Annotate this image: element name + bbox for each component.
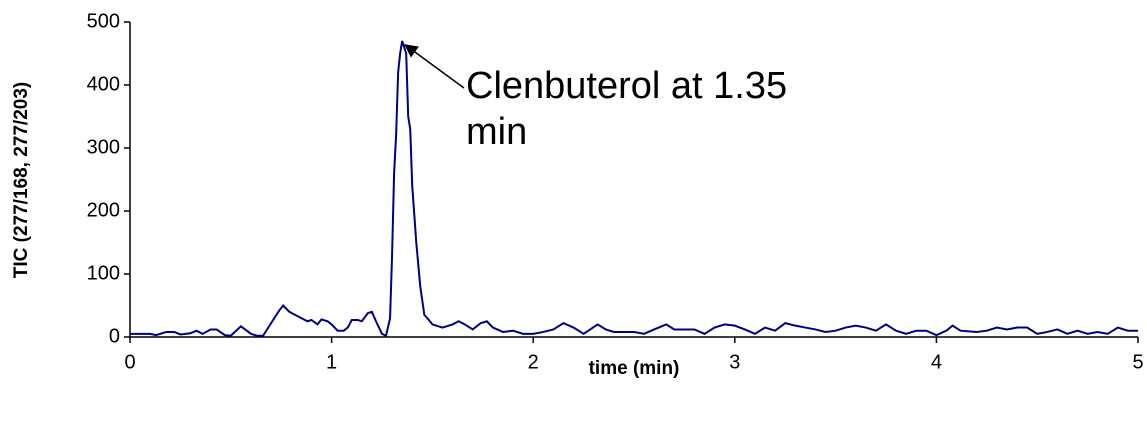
x-tick-label: 3 <box>729 351 740 373</box>
y-tick-label: 300 <box>87 136 120 158</box>
x-tick-label: 2 <box>528 351 539 373</box>
y-axis-title: TIC (277/168, 277/203) <box>11 82 32 278</box>
y-tick-label: 100 <box>87 262 120 284</box>
x-axis-title: time (min) <box>589 358 680 379</box>
y-tick-label: 0 <box>109 325 120 347</box>
x-tick-label: 0 <box>124 351 135 373</box>
x-tick-label: 1 <box>326 351 337 373</box>
annotation-text: Clenbuterol at 1.35 min <box>466 65 788 153</box>
y-tick-label: 200 <box>87 199 120 221</box>
y-tick-label: 400 <box>87 73 120 95</box>
y-tick-label: 500 <box>87 10 120 32</box>
data-line <box>130 40 1138 338</box>
x-tick-label: 4 <box>931 351 942 373</box>
x-tick-label: 5 <box>1132 351 1143 373</box>
annotation-arrow <box>404 44 465 89</box>
annotation: Clenbuterol at 1.35 min <box>466 65 788 153</box>
